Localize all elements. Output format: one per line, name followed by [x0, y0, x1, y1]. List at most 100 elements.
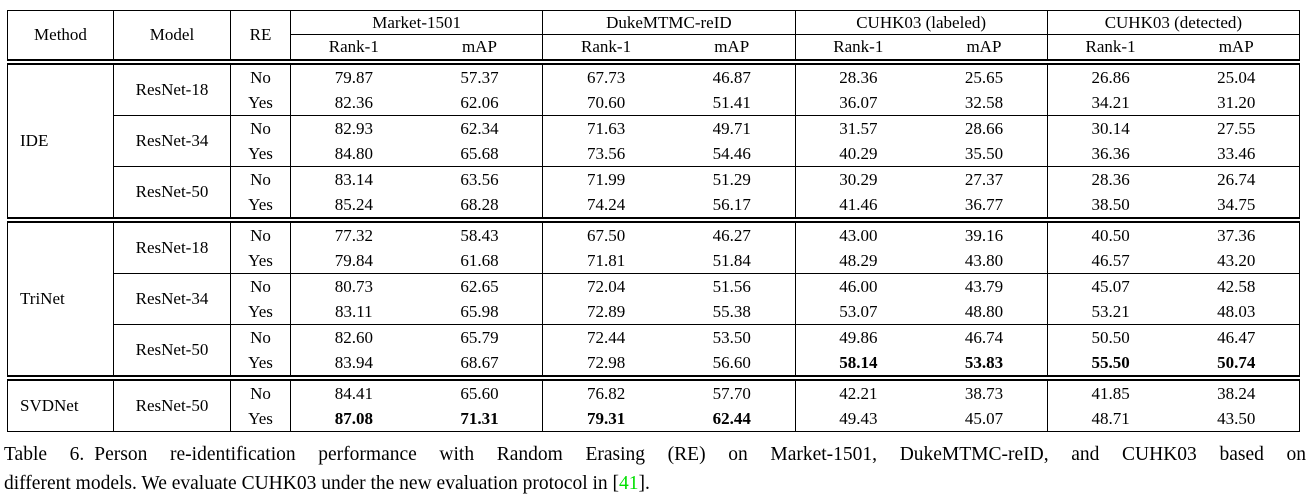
value-cell: 43.80 [921, 248, 1048, 274]
value-cell: 51.84 [668, 248, 796, 274]
model-cell: ResNet-50 [113, 324, 231, 378]
value-cell: 87.08 [334, 408, 373, 428]
value-cell: 84.80 [334, 143, 373, 163]
value-cell: 62.65 [416, 273, 544, 299]
table-row: Yes 83.94 68.67 72.98 56.60 58.14 53.83 55.50 50… [8, 350, 1300, 378]
citation-link[interactable]: 41 [619, 473, 639, 494]
value-cell: 41.85 [1047, 375, 1174, 406]
value-cell: 83.94 [334, 352, 373, 372]
value-cell: 27.37 [921, 166, 1048, 192]
value-cell: 76.82 [542, 375, 669, 406]
value-cell: 71.81 [586, 250, 626, 270]
value-cell: 72.04 [542, 273, 669, 299]
header-row-metrics: Rank-1 mAP Rank-1 mAP Rank-1 mAP Rank-1 … [8, 34, 1300, 65]
value-cell: 38.73 [921, 375, 1048, 406]
re-cell: Yes [230, 299, 291, 325]
col-header-model: Model [113, 10, 231, 65]
value-cell: 41.46 [839, 194, 878, 214]
value-cell: 39.16 [921, 217, 1048, 248]
value-cell: 71.31 [416, 406, 544, 432]
table-row: ResNet-34 No 82.93 62.34 71.63 49.71 31.57 28.6… [8, 115, 1300, 167]
value-cell: 68.67 [416, 350, 544, 378]
value-cell: 72.44 [542, 324, 669, 350]
re-cell: Yes [230, 406, 291, 432]
sub-header-rank1: Rank-1 [1047, 34, 1174, 65]
value-cell: 42.58 [1173, 273, 1300, 299]
value-cell: 36.77 [921, 192, 1048, 220]
value-cell: 35.50 [921, 141, 1048, 167]
re-cell: Yes [230, 248, 291, 274]
value-cell: 65.60 [416, 375, 544, 406]
value-cell: 28.36 [1047, 166, 1174, 192]
value-cell: 43.20 [1217, 250, 1256, 270]
caption-text-1: Person re-identification performance wit… [94, 444, 1306, 465]
value-cell: 45.07 [921, 406, 1048, 432]
value-cell: 58.14 [839, 352, 878, 372]
value-cell: 46.74 [921, 324, 1048, 350]
sub-header-map: mAP [416, 34, 544, 65]
value-cell: 36.07 [839, 92, 878, 112]
table-row: Yes 83.11 65.98 72.89 55.38 53.07 48.80 53.21 48… [8, 299, 1300, 325]
sub-header-map: mAP [1173, 34, 1300, 65]
value-cell: 50.74 [1217, 352, 1256, 372]
value-cell: 51.41 [668, 90, 796, 116]
value-cell: 48.03 [1217, 301, 1256, 321]
value-cell: 53.50 [668, 324, 796, 350]
value-cell: 46.57 [1091, 250, 1130, 270]
value-cell: 53.07 [839, 301, 878, 321]
value-cell: 46.00 [795, 273, 922, 299]
group-header-cuhk03-labeled: CUHK03 (labeled) [795, 10, 1048, 35]
value-cell: 53.21 [1091, 301, 1130, 321]
value-cell: 84.41 [290, 375, 417, 406]
re-cell: No [230, 62, 291, 90]
value-cell: 85.24 [334, 194, 373, 214]
re-cell: Yes [230, 350, 291, 378]
value-cell: 53.83 [921, 350, 1048, 378]
value-cell: 55.50 [1091, 352, 1130, 372]
table-caption: Table 6. Person re-identification perform… [4, 440, 1306, 498]
value-cell: 31.20 [1217, 92, 1256, 112]
value-cell: 79.31 [586, 408, 626, 428]
group-header-dukemtmc: DukeMTMC-reID [542, 10, 796, 35]
caption-label: Table 6. [4, 444, 85, 465]
table-row: Yes 85.24 68.28 74.24 56.17 41.46 36.77 38.50 34… [8, 192, 1300, 220]
value-cell: 33.46 [1217, 143, 1256, 163]
table-row: ResNet-50 No 82.60 65.79 72.44 53.50 49.86 46.7… [8, 324, 1300, 378]
sub-header-rank1: Rank-1 [542, 34, 669, 65]
value-cell: 70.60 [586, 92, 626, 112]
sub-header-map: mAP [921, 34, 1048, 65]
value-cell: 71.63 [542, 115, 669, 141]
value-cell: 51.29 [668, 166, 796, 192]
value-cell: 63.56 [416, 166, 544, 192]
re-cell: Yes [230, 90, 291, 116]
table-header: Method Model RE Market-1501 DukeMTMC-reI… [7, 10, 1300, 65]
header-row-groups: Method Model RE Market-1501 DukeMTMC-reI… [7, 10, 1300, 65]
value-cell: 28.66 [921, 115, 1048, 141]
model-cell: ResNet-18 [113, 62, 231, 116]
value-cell: 37.36 [1173, 217, 1300, 248]
value-cell: 34.75 [1217, 194, 1256, 214]
value-cell: 72.98 [586, 352, 626, 372]
value-cell: 38.50 [1091, 194, 1130, 214]
value-cell: 49.71 [668, 115, 796, 141]
model-cell: ResNet-50 [113, 166, 231, 220]
method-cell: TriNet [7, 217, 114, 378]
re-cell: No [230, 166, 291, 192]
caption-text-2: different models. We evaluate CUHK03 und… [4, 473, 620, 494]
value-cell: 82.36 [334, 92, 373, 112]
re-cell: No [230, 115, 291, 141]
value-cell: 83.14 [290, 166, 417, 192]
table-row: SVDNet ResNet-50 No 84.41 65.60 76.82 57.70 42.… [7, 375, 1300, 432]
table-body: IDE ResNet-18 No 79.87 57.37 67.73 46.87 28.36 2… [7, 62, 1300, 432]
value-cell: 74.24 [586, 194, 626, 214]
sub-header-map: mAP [668, 34, 796, 65]
value-cell: 42.21 [795, 375, 922, 406]
results-table: Method Model RE Market-1501 DukeMTMC-reI… [7, 10, 1300, 432]
method-cell: SVDNet [7, 375, 114, 432]
value-cell: 43.00 [795, 217, 922, 248]
value-cell: 30.29 [795, 166, 922, 192]
value-cell: 72.89 [586, 301, 626, 321]
value-cell: 48.29 [839, 250, 878, 270]
re-cell: No [230, 375, 291, 406]
value-cell: 25.04 [1217, 67, 1256, 87]
